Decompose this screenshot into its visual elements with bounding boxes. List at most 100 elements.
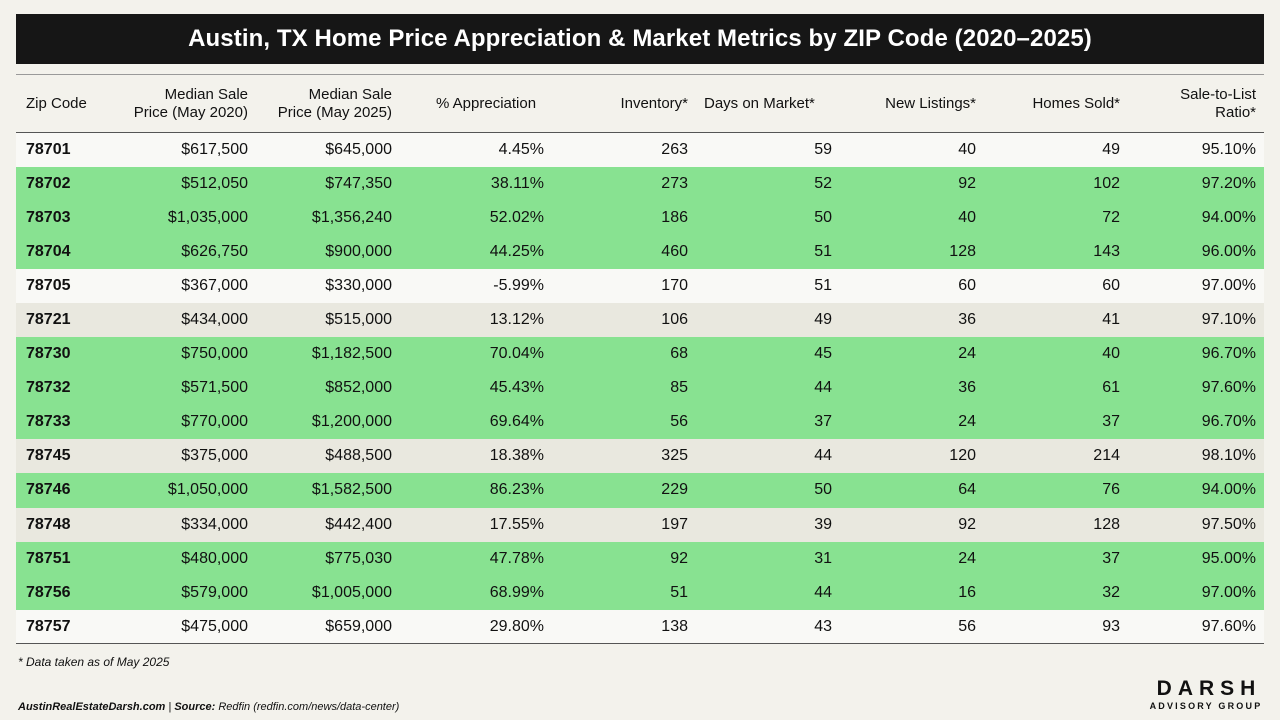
table-row: 78732 $571,500 $852,000 45.43% 85 44 36 61 97.60… [16,371,1264,406]
cell-pct-appreciation: 69.64% [489,413,544,431]
cell-median-sale-2025: $330,000 [325,276,392,294]
cell-median-sale-2020: $579,000 [181,583,248,601]
cell-median-sale-2020: $475,000 [181,617,248,635]
cell-median-sale-2025: $1,200,000 [311,413,392,431]
cell-homes-sold: 93 [1102,617,1120,635]
cell-new-listings: 36 [958,379,976,397]
cell-inventory: 186 [661,208,688,226]
table-header: Zip Code Median Sale Price (May 2020) Media… [16,74,1264,133]
cell-pct-appreciation: 4.45% [498,140,544,158]
cell-zip-code: 78705 [26,276,71,294]
header-median-sale-2020: Median Sale Price (May 2020) [112,75,256,133]
cell-inventory: 273 [661,174,688,192]
header-label-line: Homes Sold* [1032,94,1120,112]
cell-zip-code: 78702 [26,174,71,192]
header-label-line: Inventory* [620,94,688,112]
cell-sale-to-list-ratio: 94.00% [1201,481,1256,499]
cell-zip-code: 78748 [26,515,71,533]
cell-median-sale-2025: $442,400 [325,515,392,533]
cell-pct-appreciation: 13.12% [489,311,544,329]
cell-pct-appreciation: 29.80% [489,617,544,635]
cell-homes-sold: 49 [1102,140,1120,158]
cell-median-sale-2025: $488,500 [325,447,392,465]
cell-homes-sold: 76 [1102,481,1120,499]
header-label-line: Sale-to-List [1180,85,1256,103]
cell-sale-to-list-ratio: 96.70% [1201,413,1256,431]
logo-sub-text: ADVISORY GROUP [1149,701,1263,711]
table-row: 78748 $334,000 $442,400 17.55% 197 39 92 128 97.… [16,507,1264,542]
cell-inventory: 51 [670,583,688,601]
cell-inventory: 92 [670,549,688,567]
cell-median-sale-2025: $659,000 [325,617,392,635]
cell-new-listings: 92 [958,515,976,533]
cell-median-sale-2020: $626,750 [181,242,248,260]
cell-pct-appreciation: 38.11% [490,174,544,192]
cell-inventory: 460 [661,242,688,260]
cell-zip-code: 78730 [26,345,71,363]
header-label-line: Median Sale [164,85,248,103]
cell-days-on-market: 31 [814,549,832,567]
cell-days-on-market: 59 [814,140,832,158]
cell-median-sale-2020: $367,000 [181,276,248,294]
logo-main-text: DARSH [1156,677,1262,700]
cell-zip-code: 78732 [26,379,71,397]
cell-median-sale-2025: $747,350 [325,174,392,192]
header-row: Zip Code Median Sale Price (May 2020) Media… [16,75,1264,133]
cell-pct-appreciation: 68.99% [489,583,544,601]
cell-zip-code: 78701 [26,140,71,158]
cell-sale-to-list-ratio: 98.10% [1201,447,1256,465]
source-separator: | [165,701,175,713]
cell-pct-appreciation: 44.25% [489,242,544,260]
table-body: 78701 $617,500 $645,000 4.45% 263 59 40 49 95.10… [16,132,1264,644]
cell-homes-sold: 32 [1102,583,1120,601]
table-row: 78702 $512,050 $747,350 38.11% 273 52 92 102 97.… [16,166,1264,201]
footnote: * Data taken as of May 2025 [18,655,170,669]
cell-pct-appreciation: -5.99% [493,276,544,294]
cell-median-sale-2025: $1,182,500 [311,345,392,363]
cell-days-on-market: 49 [814,311,832,329]
cell-median-sale-2025: $645,000 [325,140,392,158]
cell-median-sale-2025: $775,030 [325,549,392,567]
darsh-logo: DARSH ADVISORY GROUP [1146,678,1266,712]
cell-homes-sold: 37 [1102,549,1120,567]
header-days-on-market: Days on Market* [696,75,840,133]
table-row: 78751 $480,000 $775,030 47.78% 92 31 24 37 95.00… [16,541,1264,576]
table-row: 78756 $579,000 $1,005,000 68.99% 51 44 16 32 97.… [16,575,1264,610]
header-zip-code: Zip Code [16,75,112,133]
source-site: AustinRealEstateDarsh.com [18,701,166,713]
cell-inventory: 138 [661,617,688,635]
header-label-line: Ratio* [1215,103,1256,121]
cell-sale-to-list-ratio: 95.10% [1201,140,1256,158]
cell-days-on-market: 50 [814,481,832,499]
cell-new-listings: 24 [958,413,976,431]
cell-pct-appreciation: 52.02% [489,208,544,226]
cell-median-sale-2020: $334,000 [181,515,248,533]
source-label: Source: [174,701,216,713]
cell-sale-to-list-ratio: 96.70% [1201,345,1256,363]
cell-homes-sold: 102 [1093,174,1120,192]
cell-median-sale-2020: $434,000 [181,311,248,329]
header-pct-appreciation: % Appreciation [400,75,552,133]
cell-pct-appreciation: 18.38% [489,447,544,465]
header-label-line: % Appreciation [436,94,537,112]
cell-days-on-market: 45 [814,345,832,363]
cell-sale-to-list-ratio: 97.00% [1201,583,1256,601]
cell-zip-code: 78721 [26,311,71,329]
cell-homes-sold: 143 [1093,242,1120,260]
cell-days-on-market: 52 [814,174,832,192]
cell-sale-to-list-ratio: 97.60% [1201,617,1256,635]
cell-sale-to-list-ratio: 97.10% [1201,311,1256,329]
cell-median-sale-2020: $375,000 [181,447,248,465]
cell-median-sale-2020: $571,500 [181,379,248,397]
cell-pct-appreciation: 45.43% [489,379,544,397]
cell-sale-to-list-ratio: 97.00% [1201,276,1256,294]
cell-zip-code: 78703 [26,208,71,226]
metrics-table-container: Zip Code Median Sale Price (May 2020) Media… [16,74,1264,644]
cell-sale-to-list-ratio: 94.00% [1201,208,1256,226]
header-label-line: Price (May 2025) [277,103,392,121]
cell-median-sale-2025: $900,000 [325,242,392,260]
cell-zip-code: 78704 [26,242,71,260]
source-text: Redfin (redfin.com/news/data-center) [215,701,400,713]
cell-homes-sold: 72 [1102,208,1120,226]
cell-pct-appreciation: 17.55% [489,515,544,533]
